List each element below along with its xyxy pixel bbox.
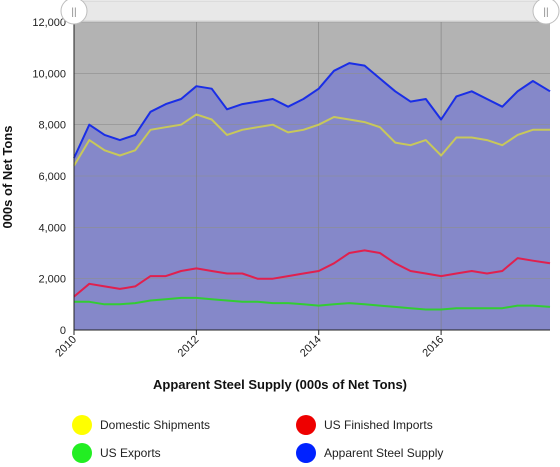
legend-item-us-finished-imports[interactable]: US Finished Imports bbox=[296, 414, 433, 436]
legend-marker-icon bbox=[296, 415, 316, 435]
y-tick-label: 8,000 bbox=[38, 120, 66, 132]
range-handle-left[interactable]: || bbox=[60, 0, 88, 25]
grip-icon: || bbox=[543, 7, 548, 18]
x-axis-title: Apparent Steel Supply (000s of Net Tons) bbox=[152, 377, 408, 392]
y-tick-label: 2,000 bbox=[38, 274, 66, 286]
area-fill-apparent-steel-supply bbox=[74, 63, 550, 330]
handle-knob-icon[interactable] bbox=[60, 0, 88, 25]
y-axis-title: 000s of Net Tons bbox=[0, 125, 15, 228]
grip-icon: || bbox=[71, 7, 76, 18]
legend-marker-icon bbox=[72, 443, 92, 463]
y-tick-label: 12,000 bbox=[32, 17, 66, 29]
y-tick-label: 4,000 bbox=[38, 222, 66, 234]
legend-label: Domestic Shipments bbox=[100, 418, 211, 432]
x-tick-label: 2014 bbox=[298, 334, 324, 360]
range-scroll-track[interactable] bbox=[73, 0, 547, 22]
legend-label: US Finished Imports bbox=[324, 418, 433, 432]
series-line-us-exports bbox=[74, 296, 551, 311]
series-line-us-finished-imports bbox=[73, 249, 551, 298]
x-tick-label: 2016 bbox=[420, 334, 446, 360]
x-tick-label: 2010 bbox=[53, 334, 79, 360]
range-handle-right[interactable]: || bbox=[532, 0, 560, 25]
legend-item-us-exports[interactable]: US Exports bbox=[72, 442, 161, 464]
legend-marker-icon bbox=[296, 443, 316, 463]
legend-label: US Exports bbox=[100, 446, 161, 460]
legend-marker-icon bbox=[72, 415, 92, 435]
legend-item-domestic-shipments[interactable]: Domestic Shipments bbox=[72, 414, 210, 436]
legend-item-apparent-steel-supply[interactable]: Apparent Steel Supply bbox=[296, 442, 443, 464]
series-line-apparent-steel-supply bbox=[73, 62, 551, 159]
y-tick-label: 6,000 bbox=[38, 171, 66, 183]
handle-knob-icon[interactable] bbox=[532, 0, 560, 25]
x-tick-label: 2012 bbox=[176, 334, 202, 360]
y-tick-label: 10,000 bbox=[32, 68, 66, 80]
series-line-domestic-shipments bbox=[73, 113, 550, 167]
y-tick-label: 0 bbox=[60, 325, 66, 337]
legend-label: Apparent Steel Supply bbox=[324, 446, 444, 460]
